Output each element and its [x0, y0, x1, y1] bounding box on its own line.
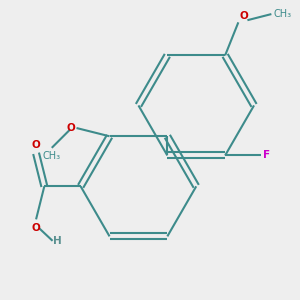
Text: O: O	[32, 140, 40, 150]
Text: CH₃: CH₃	[43, 151, 61, 161]
Text: F: F	[263, 151, 270, 160]
Text: O: O	[240, 11, 249, 21]
Text: O: O	[32, 223, 40, 233]
Text: CH₃: CH₃	[273, 9, 291, 19]
Text: H: H	[52, 236, 61, 246]
Text: O: O	[66, 123, 75, 133]
